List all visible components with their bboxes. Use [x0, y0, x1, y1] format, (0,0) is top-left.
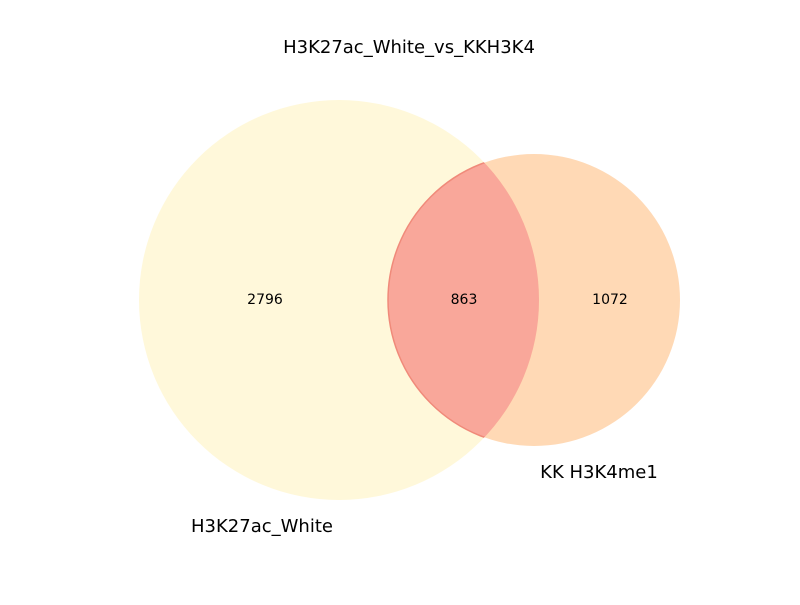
chart-title: H3K27ac_White_vs_KKH3K4: [283, 37, 535, 58]
set-a-label: H3K27ac_White: [191, 516, 333, 537]
set-b-label: KK H3K4me1: [540, 462, 658, 483]
intersection-count: 863: [451, 292, 478, 308]
set-a-only-count: 2796: [247, 292, 283, 308]
set-b-only-count: 1072: [592, 292, 628, 308]
